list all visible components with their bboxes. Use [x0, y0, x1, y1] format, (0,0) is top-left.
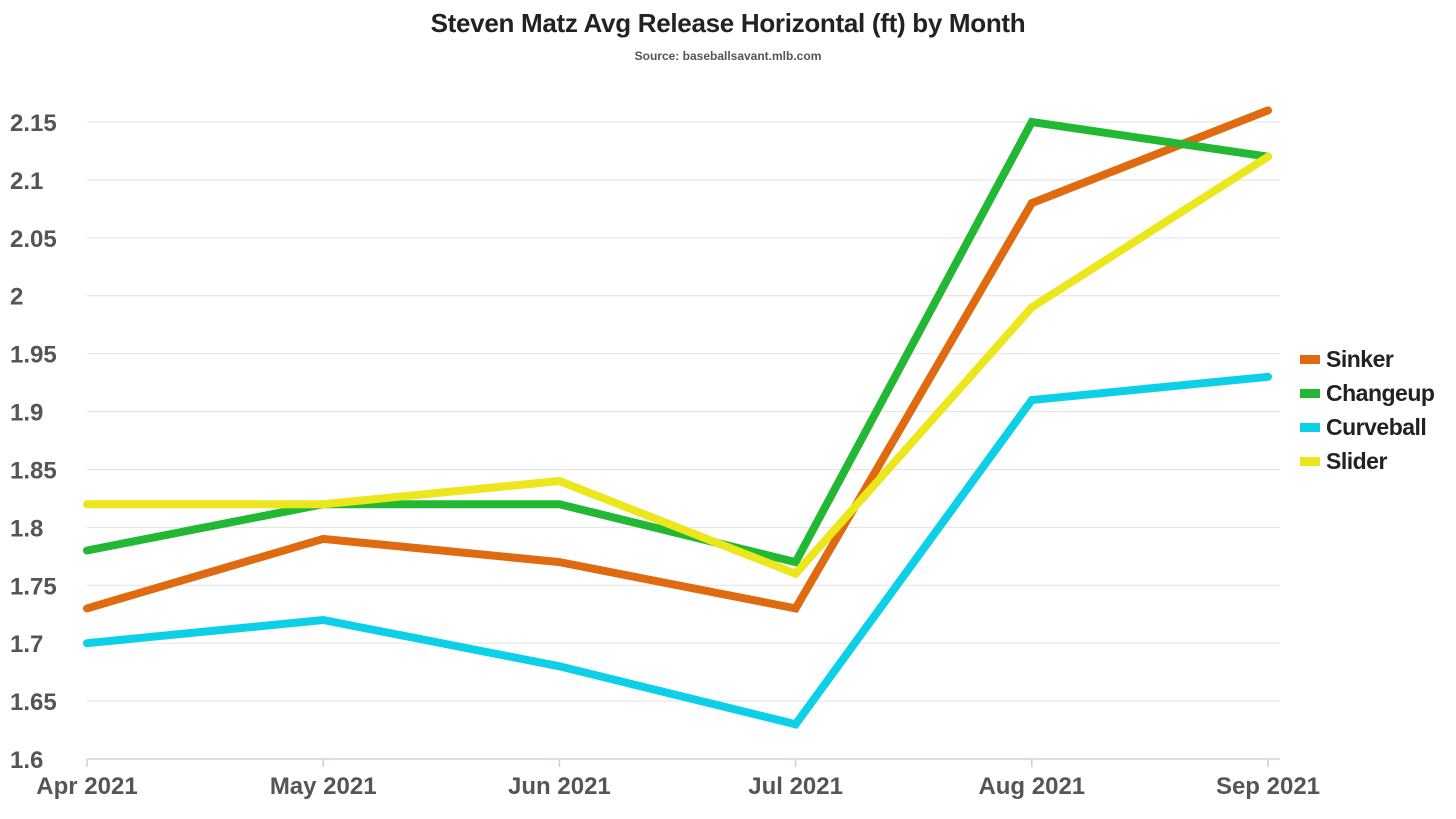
y-tick-label: 1.7 [10, 631, 43, 658]
legend-swatch [1300, 354, 1320, 364]
chart-title: Steven Matz Avg Release Horizontal (ft) … [430, 8, 1026, 38]
legend-label: Changeup [1326, 379, 1435, 406]
y-tick-label: 2.15 [10, 110, 57, 137]
legend-swatch [1300, 456, 1320, 466]
x-tick-label: Aug 2021 [978, 773, 1085, 800]
legend-item-changeup[interactable]: Changeup [1300, 376, 1435, 410]
y-tick-label: 1.75 [10, 573, 57, 600]
y-tick-label: 2.1 [10, 168, 43, 195]
x-tick-label: Apr 2021 [36, 773, 137, 800]
y-tick-label: 1.6 [10, 747, 43, 774]
chart-subtitle: Source: baseballsavant.mlb.com [634, 49, 822, 63]
legend: Sinker Changeup Curveball Slider [1300, 342, 1435, 478]
y-tick-label: 2.05 [10, 226, 57, 253]
series-line-changeup [83, 117, 1272, 567]
y-tick-label: 1.85 [10, 457, 57, 484]
series-line-slider [83, 152, 1272, 579]
legend-item-curveball[interactable]: Curveball [1300, 410, 1434, 444]
x-tick-label: Jul 2021 [748, 773, 843, 800]
x-tick-label: May 2021 [270, 773, 377, 800]
legend-label: Slider [1326, 447, 1387, 474]
x-tick-label: Sep 2021 [1216, 773, 1320, 800]
x-tick-label: Jun 2021 [508, 773, 611, 800]
y-tick-label: 1.65 [10, 689, 57, 716]
legend-item-sinker[interactable]: Sinker [1300, 342, 1434, 376]
legend-swatch [1300, 422, 1320, 432]
y-tick-label: 2 [10, 284, 23, 311]
legend-label: Sinker [1326, 345, 1394, 372]
y-tick-label: 1.9 [10, 400, 43, 427]
y-tick-label: 1.8 [10, 515, 43, 542]
series-line-curveball [83, 372, 1272, 729]
y-tick-label: 1.95 [10, 342, 57, 369]
legend-swatch [1300, 388, 1320, 398]
legend-label: Curveball [1326, 413, 1427, 440]
series-line-sinker [83, 106, 1272, 613]
legend-item-slider[interactable]: Slider [1300, 444, 1434, 478]
